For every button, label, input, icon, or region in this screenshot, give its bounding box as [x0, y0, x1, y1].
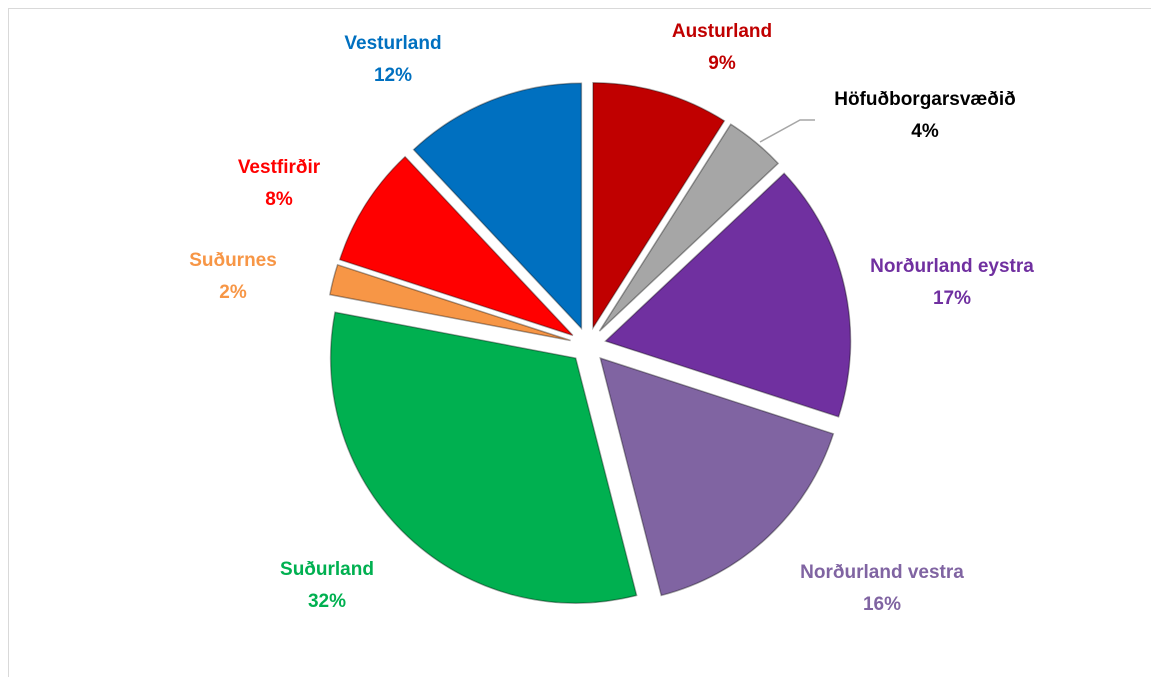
- pie-slice: [329, 311, 638, 604]
- slice-value: 17%: [933, 288, 971, 309]
- slice-value: 4%: [911, 121, 939, 142]
- slice-value: 16%: [863, 594, 901, 615]
- slice-label: Vesturland: [344, 33, 441, 54]
- slice-label: Suðurnes: [189, 250, 277, 271]
- slice-label: Vestfirðir: [238, 157, 321, 178]
- slice-label: Norðurland vestra: [800, 562, 964, 583]
- slice-label: Suðurland: [280, 559, 374, 580]
- pie-slice: [329, 263, 571, 342]
- pie-slice: [592, 81, 726, 331]
- chart-frame: [8, 8, 1151, 677]
- slice-value: 12%: [374, 65, 412, 86]
- pie-slice: [604, 172, 852, 418]
- slice-label: Norðurland eystra: [870, 256, 1034, 277]
- slice-label: Austurland: [672, 21, 772, 42]
- pie-slice: [338, 155, 574, 337]
- pie-slice: [598, 123, 780, 332]
- slice-value: 9%: [708, 53, 736, 74]
- leader-line: [759, 119, 815, 143]
- slice-value: 32%: [308, 591, 346, 612]
- pie-slice: [412, 82, 583, 331]
- slice-label: Höfuðborgarsvæðið: [834, 89, 1016, 110]
- pie-slice: [599, 356, 835, 597]
- slice-value: 2%: [219, 282, 247, 303]
- slice-value: 8%: [265, 189, 293, 210]
